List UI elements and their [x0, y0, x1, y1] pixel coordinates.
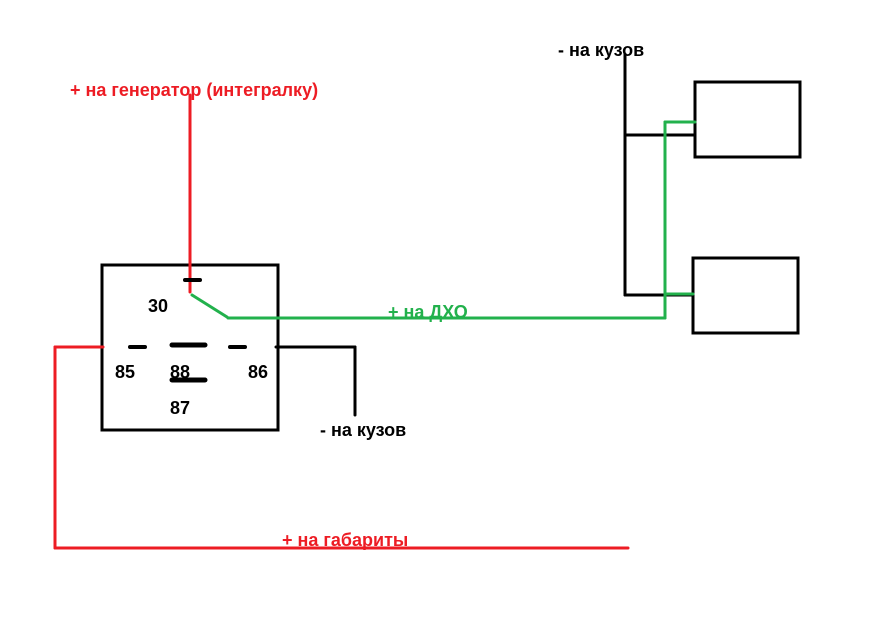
label-body-bottom: - на кузов — [320, 420, 406, 441]
pin-85-label: 85 — [115, 362, 135, 383]
load-top — [695, 82, 800, 157]
pin-88-label: 88 — [170, 362, 190, 383]
pin-87-label: 87 — [170, 398, 190, 419]
label-dho: + на ДХО — [388, 302, 468, 323]
pin-30-label: 30 — [148, 296, 168, 317]
relay-switch — [192, 295, 227, 317]
pin-86-label: 86 — [248, 362, 268, 383]
label-generator: + на генератор (интегралку) — [70, 80, 318, 101]
load-bottom — [693, 258, 798, 333]
label-parking: + на габариты — [282, 530, 408, 551]
label-body-top: - на кузов — [558, 40, 644, 61]
